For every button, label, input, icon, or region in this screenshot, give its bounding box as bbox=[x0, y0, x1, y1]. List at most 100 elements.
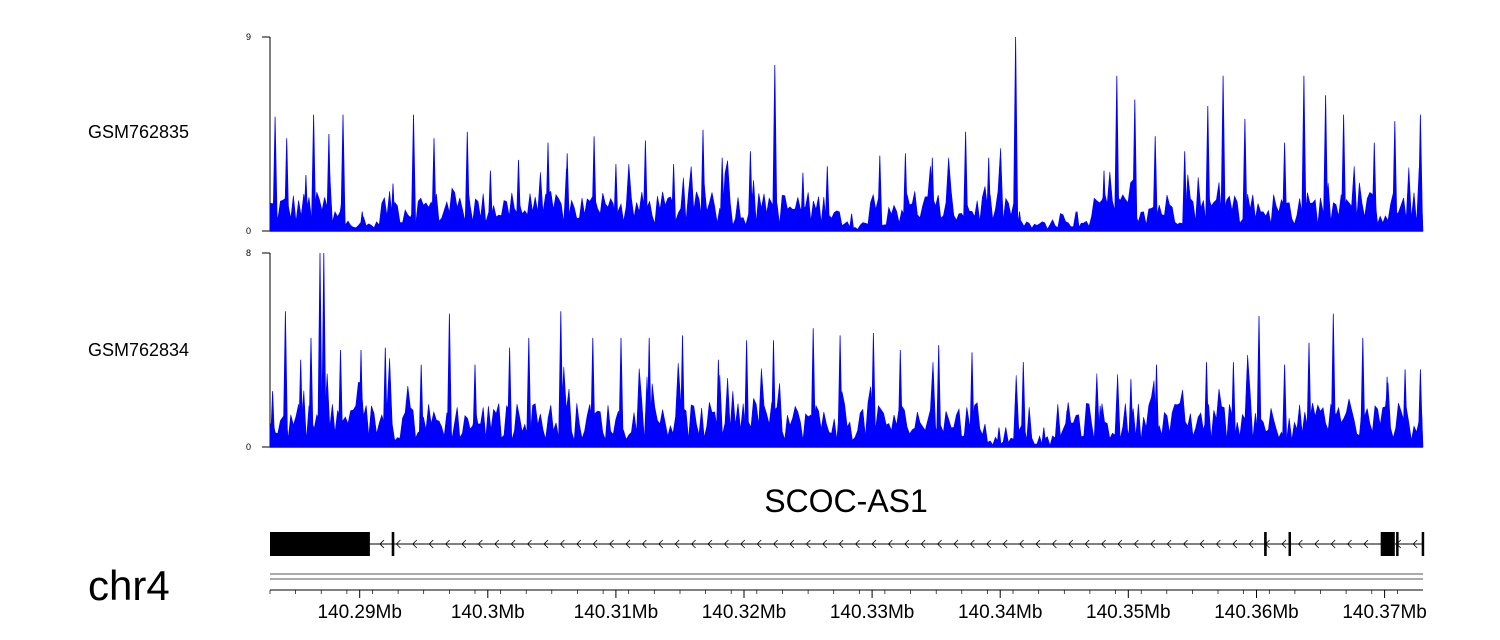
strand-arrow bbox=[855, 539, 860, 549]
track2-peak bbox=[269, 391, 276, 448]
track2-peak bbox=[837, 335, 843, 448]
track1-peak bbox=[800, 172, 806, 232]
track1-ymin-label: 0 bbox=[246, 226, 251, 236]
track1-peak bbox=[515, 159, 522, 232]
track2-peak bbox=[337, 349, 344, 448]
track2-peak bbox=[770, 340, 777, 448]
strand-arrow bbox=[1166, 539, 1172, 549]
strand-arrow bbox=[838, 539, 844, 549]
track1-signal-area bbox=[269, 36, 1424, 232]
genome-axis-tick-label: 140.3Mb bbox=[451, 602, 525, 623]
track2-peak bbox=[308, 337, 314, 448]
track1-peak bbox=[1242, 118, 1248, 232]
track1-peak bbox=[464, 131, 470, 232]
strand-arrow bbox=[1051, 539, 1057, 549]
track2-peak bbox=[321, 252, 327, 448]
strand-arrow bbox=[510, 539, 516, 549]
strand-arrow bbox=[658, 539, 664, 549]
track1-peak bbox=[1152, 136, 1158, 232]
track1-peak bbox=[1322, 95, 1329, 232]
track2-peak bbox=[1230, 362, 1237, 448]
chromosome-label: chr4 bbox=[88, 562, 170, 609]
track1-peak bbox=[986, 157, 992, 232]
strand-arrow bbox=[904, 539, 910, 549]
strand-arrow bbox=[428, 539, 434, 549]
track2-peak bbox=[1306, 342, 1312, 448]
track2-peak bbox=[618, 337, 624, 448]
track1-peak bbox=[1132, 99, 1138, 232]
strand-arrow bbox=[674, 539, 680, 549]
strand-arrow bbox=[756, 539, 762, 549]
strand-arrow bbox=[773, 539, 778, 549]
strand-arrow bbox=[559, 539, 565, 549]
track1-peak bbox=[1220, 75, 1226, 232]
track1-peak bbox=[1114, 75, 1120, 232]
strand-arrow bbox=[445, 539, 450, 549]
strand-arrow bbox=[1199, 539, 1205, 549]
genome-axis-tick-label: 140.32Mb bbox=[702, 602, 787, 623]
track1-peak bbox=[902, 153, 909, 232]
gene-exon bbox=[391, 532, 395, 556]
strand-arrow bbox=[1133, 539, 1139, 549]
strand-arrow bbox=[527, 539, 532, 549]
genome-axis: 140.29Mb 140.3Mb 140.31Mb 140.32Mb 140.33Mb 1… bbox=[269, 589, 1427, 623]
strand-arrow bbox=[379, 539, 385, 549]
track2-peak bbox=[1281, 364, 1288, 448]
ideogram-lines bbox=[270, 573, 1423, 580]
strand-arrow bbox=[1330, 539, 1336, 549]
strand-arrow bbox=[969, 539, 975, 549]
track1-peak bbox=[772, 64, 778, 232]
strand-arrow bbox=[1117, 539, 1123, 549]
track2-peak bbox=[382, 347, 388, 448]
strand-arrow bbox=[461, 539, 467, 549]
strand-arrow bbox=[723, 539, 729, 549]
strand-arrow bbox=[986, 539, 992, 549]
track2-y-axis: 8 0 bbox=[246, 248, 271, 452]
track1-peak bbox=[1281, 142, 1288, 232]
track1-peak bbox=[310, 114, 317, 232]
strand-arrow bbox=[1035, 539, 1041, 549]
track1-peak bbox=[272, 116, 278, 232]
track2-peak bbox=[1041, 427, 1047, 448]
track1-peak bbox=[747, 151, 754, 232]
track2-peak bbox=[1417, 369, 1424, 448]
track2-peak bbox=[282, 311, 289, 448]
gene-exon bbox=[1264, 532, 1267, 556]
gene-exon bbox=[270, 532, 370, 556]
strand-arrow bbox=[707, 539, 713, 549]
track1-peak bbox=[284, 138, 290, 232]
track1-peak bbox=[1205, 105, 1211, 232]
strand-arrow bbox=[641, 539, 647, 549]
track2-peak bbox=[1020, 362, 1026, 448]
track1-peak bbox=[1340, 114, 1347, 232]
track2-signal-area bbox=[269, 252, 1424, 448]
track-label-gsm762835: GSM762835 bbox=[88, 122, 189, 142]
strand-arrow bbox=[1215, 539, 1221, 549]
gene-exon bbox=[1396, 532, 1399, 556]
strand-arrow bbox=[1281, 539, 1287, 549]
strand-arrow bbox=[1183, 539, 1188, 549]
track2-peak bbox=[996, 427, 1002, 448]
track1-peak bbox=[545, 142, 551, 232]
track2-peak bbox=[1360, 337, 1366, 448]
track1-peak bbox=[848, 213, 855, 232]
strand-arrow bbox=[1248, 539, 1254, 549]
strand-arrow bbox=[822, 539, 828, 549]
strand-arrow bbox=[887, 539, 893, 549]
track1-peak bbox=[613, 164, 619, 232]
strand-arrow bbox=[1412, 539, 1418, 549]
strand-arrow bbox=[1084, 539, 1090, 549]
track1-peak bbox=[1012, 36, 1019, 232]
track1-peak bbox=[410, 114, 417, 232]
genome-axis-tick-label: 140.34Mb bbox=[958, 602, 1043, 623]
strand-arrow bbox=[609, 539, 614, 549]
genome-axis-tick-label: 140.36Mb bbox=[1214, 602, 1299, 623]
track1-background-signal bbox=[269, 148, 1424, 232]
strand-arrow bbox=[412, 539, 418, 549]
strand-arrow bbox=[1068, 539, 1074, 549]
strand-arrow bbox=[1101, 539, 1106, 549]
track2-ymax-label: 8 bbox=[246, 248, 251, 258]
track1-peak bbox=[670, 164, 677, 232]
strand-arrow bbox=[576, 539, 582, 549]
